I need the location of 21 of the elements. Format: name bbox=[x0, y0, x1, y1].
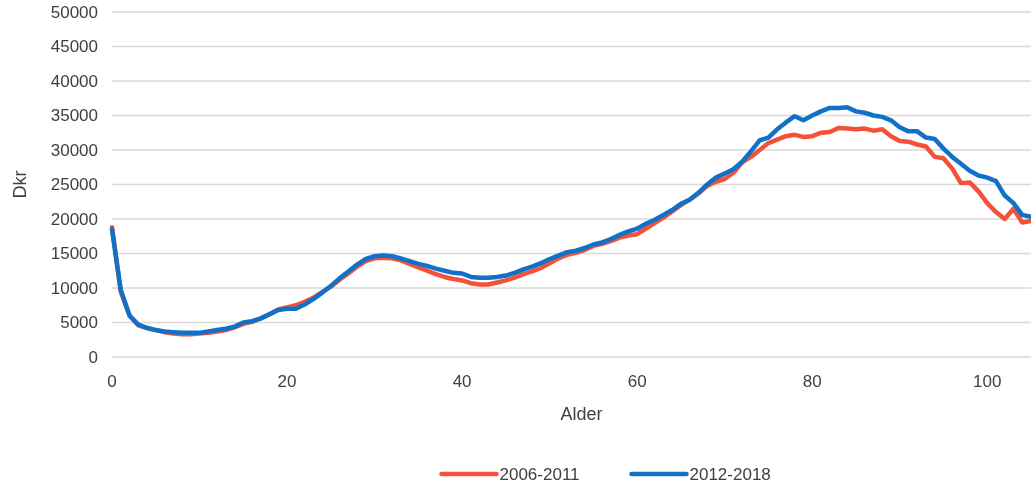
y-tick-label: 45000 bbox=[50, 37, 98, 57]
y-tick-label: 30000 bbox=[50, 140, 98, 160]
x-tick-label: 40 bbox=[452, 372, 472, 391]
y-tick-label: 35000 bbox=[50, 106, 98, 126]
y-axis-title: Dkr bbox=[10, 170, 30, 199]
legend-label: 2012-2018 bbox=[689, 465, 771, 484]
y-tick-label: 0 bbox=[88, 347, 98, 367]
x-axis-title: Alder bbox=[560, 404, 603, 424]
y-tick-label: 20000 bbox=[50, 209, 98, 229]
y-tick-label: 10000 bbox=[50, 278, 98, 298]
y-tick-label: 15000 bbox=[50, 244, 98, 264]
y-tick-label: 5000 bbox=[60, 313, 98, 333]
x-tick-label: 80 bbox=[802, 372, 822, 391]
y-tick-label: 50000 bbox=[50, 2, 98, 22]
y-tick-label: 40000 bbox=[50, 71, 98, 91]
y-tick-label: 25000 bbox=[50, 175, 98, 195]
x-tick-label: 20 bbox=[277, 372, 297, 391]
x-tick-label: 0 bbox=[107, 372, 117, 391]
legend-label: 2006-2011 bbox=[499, 465, 580, 484]
x-tick-label: 60 bbox=[627, 372, 647, 391]
x-tick-label: 100 bbox=[973, 372, 1002, 391]
